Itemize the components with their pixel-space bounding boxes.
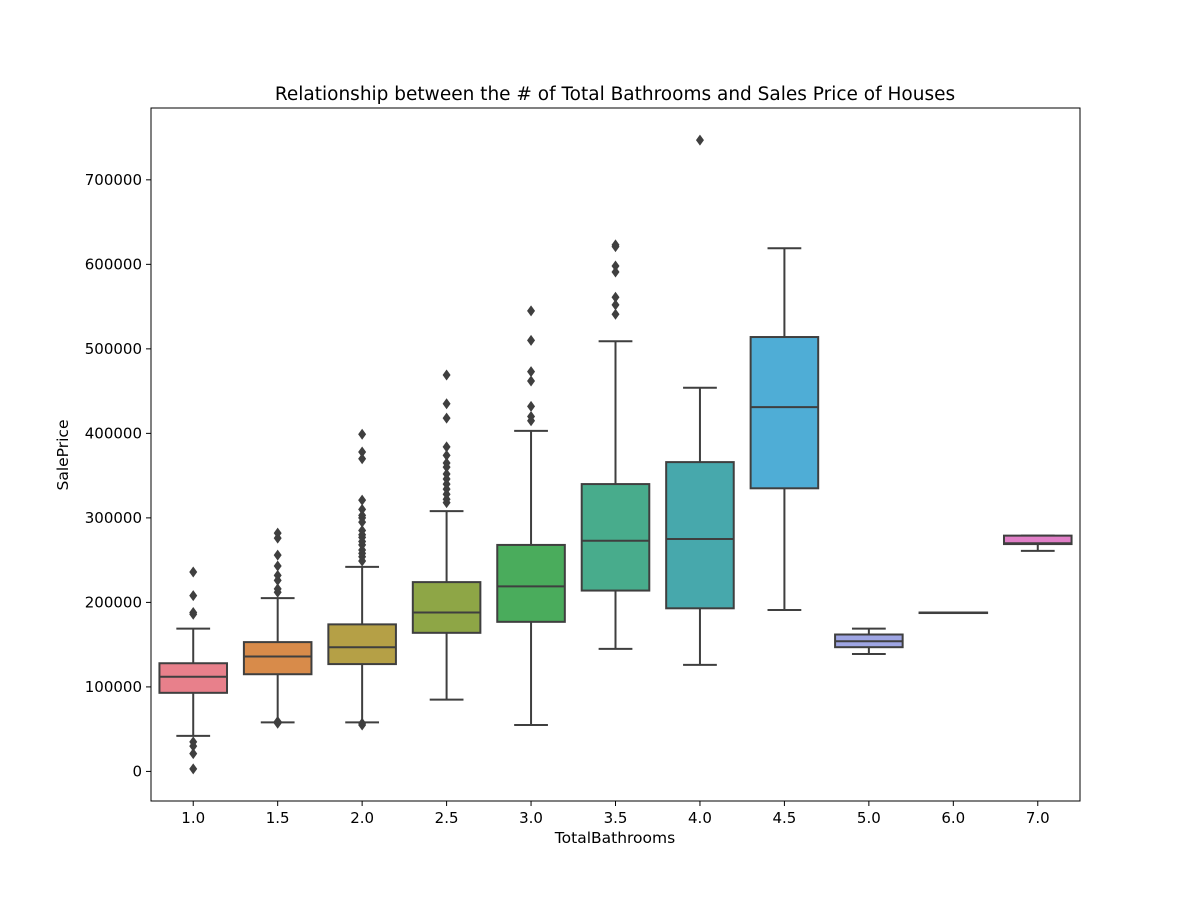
outlier-point (527, 366, 536, 378)
x-tick-label: 6.0 (941, 809, 965, 827)
outlier-point (189, 748, 198, 760)
y-tick-label: 100000 (85, 678, 142, 696)
outlier-point (611, 260, 620, 272)
box-group (834, 627, 904, 655)
outlier-point (358, 428, 367, 440)
box-group (411, 369, 482, 701)
chart-title: Relationship between the # of Total Bath… (275, 84, 955, 105)
outlier-point (442, 412, 451, 424)
outlier-point (358, 719, 367, 731)
box-series (158, 134, 1073, 775)
y-axis-label: SalePrice (54, 420, 72, 491)
outlier-point (527, 305, 536, 317)
outlier-point (273, 586, 282, 598)
x-axis: 1.0 1.5 2.0 2.5 3.0 3.5 4.0 4.5 5.0 6.0 7.0 (181, 801, 1050, 827)
plot-frame (150, 107, 1081, 802)
y-tick-label: 600000 (85, 255, 142, 273)
outlier-point (442, 398, 451, 410)
outlier-point (358, 503, 367, 515)
outlier-point (189, 566, 198, 578)
y-tick-label: 0 (132, 762, 142, 780)
y-tick-label: 400000 (85, 424, 142, 442)
outlier-point (442, 441, 451, 453)
outlier-point (611, 299, 620, 311)
y-tick-label: 200000 (85, 593, 142, 611)
box-iqr (665, 461, 735, 610)
box-group (749, 247, 820, 612)
box-group (918, 611, 989, 615)
outlier-point (611, 291, 620, 303)
box-group (242, 527, 313, 729)
outlier-point (189, 608, 198, 620)
box-iqr (411, 581, 482, 634)
outlier-point (358, 453, 367, 465)
box-iqr (242, 641, 313, 676)
outlier-point (611, 241, 620, 253)
outlier-point (189, 740, 198, 752)
outlier-point (611, 266, 620, 278)
outlier-point (273, 717, 282, 729)
y-tick-label: 500000 (85, 340, 142, 358)
box-iqr (580, 483, 651, 592)
box-iqr (158, 662, 229, 694)
outlier-point (527, 375, 536, 387)
x-tick-label: 7.0 (1026, 809, 1050, 827)
outlier-point (442, 461, 451, 473)
outlier-point (442, 369, 451, 381)
box-group (158, 566, 229, 775)
outlier-point (273, 574, 282, 586)
box-group (496, 305, 566, 726)
x-axis-label: TotalBathrooms (554, 829, 675, 847)
outlier-point (358, 494, 367, 506)
outlier-point (273, 560, 282, 572)
outlier-point (527, 400, 536, 412)
outlier-point (358, 446, 367, 458)
x-tick-label: 1.5 (266, 809, 290, 827)
outlier-point (527, 334, 536, 346)
outlier-point (527, 415, 536, 427)
outlier-point (273, 532, 282, 544)
x-tick-label: 4.5 (772, 809, 796, 827)
x-tick-label: 2.5 (435, 809, 459, 827)
outlier-point (695, 134, 704, 146)
box-group (580, 239, 651, 650)
x-tick-label: 2.0 (350, 809, 374, 827)
outlier-point (442, 449, 451, 461)
box-iqr (327, 623, 397, 666)
box-iqr (496, 543, 566, 623)
outlier-point (189, 763, 198, 775)
x-tick-label: 3.0 (519, 809, 543, 827)
y-axis: 0 100000 200000 300000 400000 500000 600000 700… (85, 171, 151, 780)
outlier-point (358, 516, 367, 528)
x-tick-label: 3.5 (604, 809, 628, 827)
outlier-point (358, 555, 367, 567)
x-tick-label: 5.0 (857, 809, 881, 827)
outlier-point (611, 308, 620, 320)
x-tick-label: 1.0 (181, 809, 205, 827)
box-group (665, 134, 735, 666)
outlier-point (442, 497, 451, 509)
outlier-point (273, 549, 282, 561)
outlier-point (189, 590, 198, 602)
box-group (1002, 534, 1073, 552)
y-tick-label: 300000 (85, 509, 142, 527)
box-iqr (749, 336, 820, 490)
y-tick-label: 700000 (85, 171, 142, 189)
box-group (327, 428, 397, 731)
x-tick-label: 4.0 (688, 809, 712, 827)
